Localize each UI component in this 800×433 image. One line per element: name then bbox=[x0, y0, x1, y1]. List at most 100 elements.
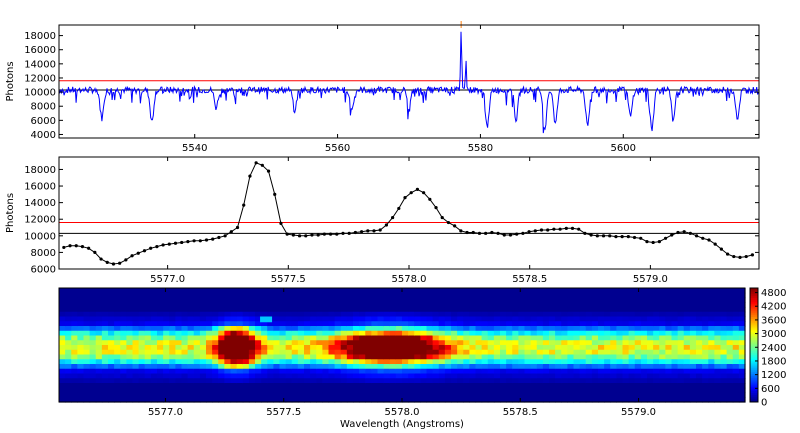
heatmap-cell bbox=[738, 383, 746, 389]
heatmap-cell bbox=[475, 292, 483, 299]
heatmap-cell bbox=[616, 302, 624, 308]
heatmap-cell bbox=[383, 368, 391, 375]
heatmap-cell bbox=[120, 345, 127, 351]
heatmap-cell bbox=[665, 373, 673, 379]
heatmap-cell bbox=[108, 392, 115, 398]
heatmap-cell bbox=[212, 316, 219, 322]
heatmap-cell bbox=[157, 335, 164, 341]
heatmap-cell bbox=[199, 316, 207, 322]
heatmap-cell bbox=[469, 326, 477, 332]
heatmap-cell bbox=[726, 297, 734, 303]
x-tick-label: 5560 bbox=[325, 143, 350, 154]
heatmap-cell bbox=[395, 349, 403, 356]
heatmap-cell bbox=[432, 397, 440, 403]
colorbar-segment bbox=[750, 316, 758, 319]
heatmap-cell bbox=[353, 392, 360, 398]
heatmap-cell bbox=[438, 368, 446, 375]
heatmap-cell bbox=[114, 335, 121, 341]
heatmap-cell bbox=[187, 349, 195, 356]
heatmap-cell bbox=[175, 292, 183, 299]
heatmap-cell bbox=[457, 297, 464, 303]
heatmap-cell bbox=[591, 354, 599, 360]
heatmap-cell bbox=[395, 359, 403, 365]
heatmap-cell bbox=[402, 288, 409, 294]
heatmap-cell bbox=[101, 297, 109, 303]
heatmap-cell bbox=[591, 302, 599, 308]
heatmap-cell bbox=[714, 349, 722, 356]
heatmap-cell bbox=[328, 307, 336, 313]
heatmap-cell bbox=[206, 364, 213, 370]
heatmap-cell bbox=[530, 383, 538, 389]
heatmap-cell bbox=[120, 292, 127, 299]
data-point bbox=[198, 239, 202, 243]
heatmap-cell bbox=[389, 392, 397, 398]
heatmap-cell bbox=[530, 349, 538, 356]
heatmap-cell bbox=[236, 349, 244, 356]
heatmap-cell bbox=[561, 335, 568, 341]
heatmap-cell bbox=[101, 373, 109, 379]
heatmap-cell bbox=[181, 354, 189, 360]
heatmap-cell bbox=[671, 316, 679, 322]
heatmap-cell bbox=[591, 392, 599, 398]
heatmap-cell bbox=[144, 383, 152, 389]
heatmap-cell bbox=[255, 321, 262, 327]
heatmap-cell bbox=[493, 316, 501, 322]
heatmap-cell bbox=[408, 345, 415, 351]
data-point bbox=[465, 230, 469, 235]
heatmap-cell bbox=[273, 302, 281, 308]
y-tick-label: 10000 bbox=[24, 231, 56, 242]
heatmap-cell bbox=[469, 340, 477, 346]
heatmap-cell bbox=[77, 292, 85, 299]
heatmap-cell bbox=[187, 288, 195, 294]
data-point bbox=[260, 163, 264, 167]
heatmap-cell bbox=[585, 311, 593, 318]
heatmap-cell bbox=[279, 345, 287, 351]
heatmap-cell bbox=[518, 307, 526, 313]
heatmap-cell bbox=[304, 378, 311, 384]
heatmap-cell bbox=[95, 349, 103, 356]
heatmap-cell bbox=[500, 345, 507, 351]
heatmap-cell bbox=[555, 368, 562, 375]
heatmap-cell bbox=[157, 316, 164, 322]
heatmap-cell bbox=[653, 326, 660, 332]
heatmap-cell bbox=[677, 340, 685, 346]
heatmap-cell bbox=[542, 340, 550, 346]
heatmap-cell bbox=[671, 354, 679, 360]
heatmap-cell bbox=[481, 297, 489, 303]
heatmap-cell bbox=[561, 349, 568, 356]
heatmap-cell bbox=[377, 311, 385, 318]
heatmap-cell bbox=[359, 387, 366, 394]
heatmap-cell bbox=[616, 397, 624, 403]
heatmap-cell bbox=[481, 335, 489, 341]
heatmap-cell bbox=[628, 383, 636, 389]
heatmap-cell bbox=[444, 364, 452, 370]
heatmap-cell bbox=[659, 330, 666, 337]
heatmap-cell bbox=[199, 288, 207, 294]
heatmap-cell bbox=[65, 307, 72, 313]
heatmap-cell bbox=[579, 326, 587, 332]
colorbar-segment bbox=[750, 322, 758, 325]
heatmap-cell bbox=[438, 316, 446, 322]
heatmap-cell bbox=[157, 297, 164, 303]
heatmap-cell bbox=[475, 397, 483, 403]
heatmap-cell bbox=[506, 349, 513, 356]
heatmap-cell bbox=[677, 321, 685, 327]
y-tick-label: 8000 bbox=[31, 248, 56, 259]
heatmap-cell bbox=[120, 373, 127, 379]
heatmap-cell bbox=[567, 364, 575, 370]
data-point bbox=[422, 191, 426, 195]
heatmap-cell bbox=[285, 392, 293, 398]
heatmap-cell bbox=[199, 368, 207, 375]
y-tick-label: 14000 bbox=[24, 59, 56, 70]
heatmap-cell bbox=[720, 307, 728, 313]
heatmap-cell bbox=[273, 335, 281, 341]
heatmap-cell bbox=[89, 297, 97, 303]
heatmap-cell bbox=[346, 297, 354, 303]
heatmap-cell bbox=[463, 354, 470, 360]
heatmap-cell bbox=[738, 288, 746, 294]
heatmap-cell bbox=[493, 292, 501, 299]
heatmap-cell bbox=[702, 335, 709, 341]
axes-frame bbox=[58, 24, 760, 139]
heatmap-cell bbox=[297, 345, 305, 351]
heatmap-cell bbox=[524, 373, 532, 379]
